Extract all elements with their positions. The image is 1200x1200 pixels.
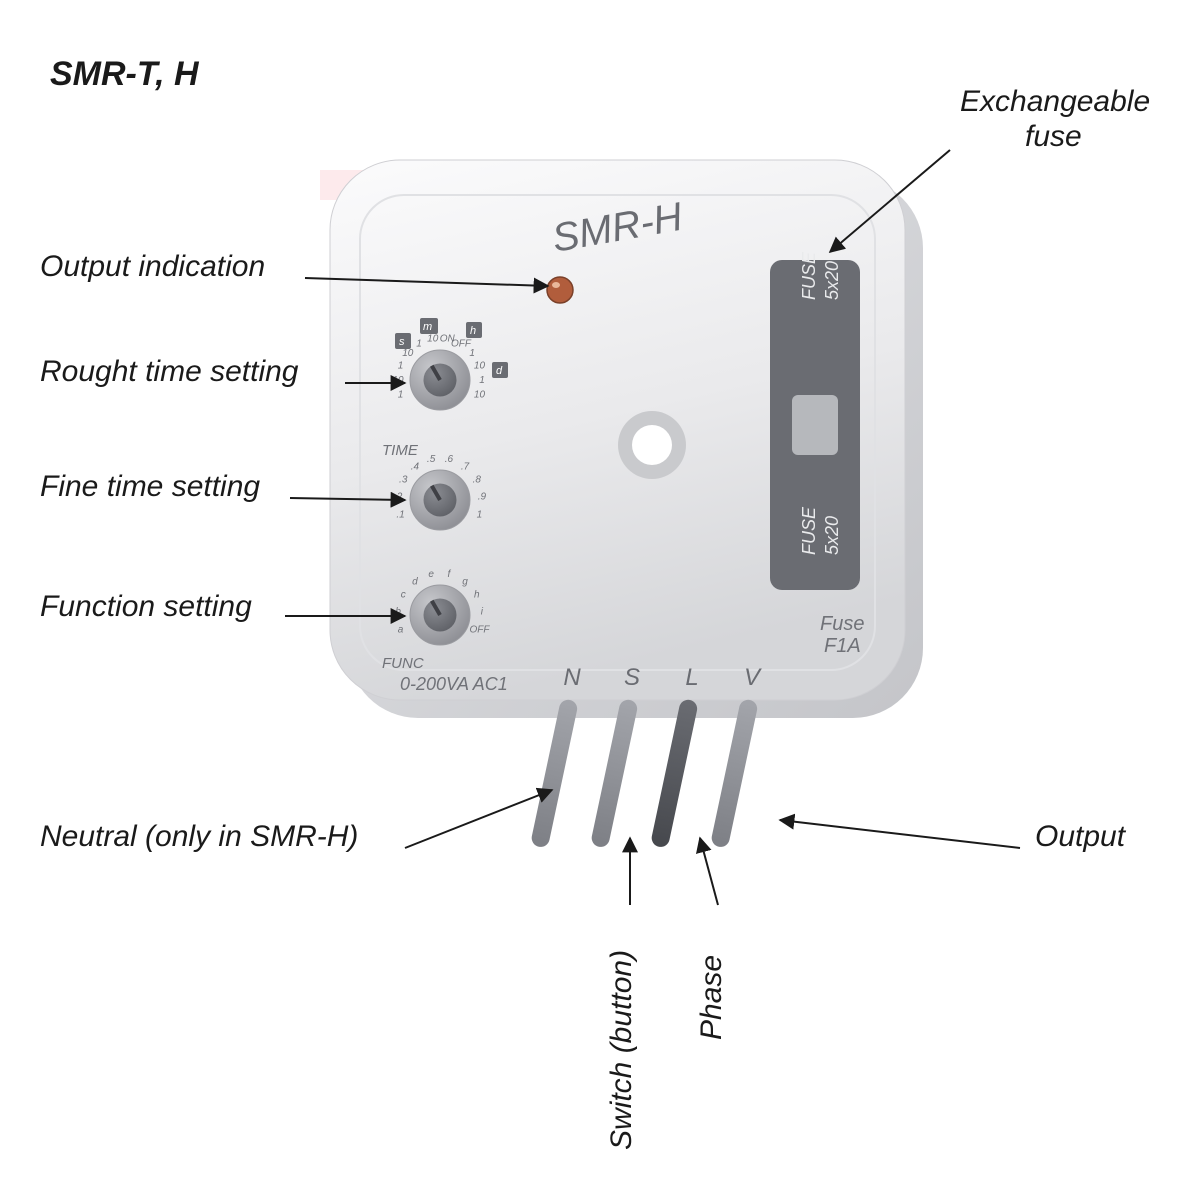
svg-text:s: s (399, 336, 405, 348)
svg-text:1: 1 (469, 348, 475, 359)
svg-text:1: 1 (398, 361, 404, 372)
terminal-wire-L (650, 698, 699, 848)
mount-hole-inner (632, 425, 672, 465)
svg-text:1: 1 (398, 389, 404, 400)
fuse-marking-line2: F1A (824, 635, 861, 657)
svg-text:10: 10 (474, 361, 486, 372)
label-fuse-line2: fuse (1025, 120, 1082, 154)
fuse-marking-line1: Fuse (820, 613, 864, 635)
label-fuse-line1: Exchangeable (960, 85, 1150, 119)
svg-text:h: h (474, 590, 480, 601)
terminal-letter-N: N (563, 664, 581, 691)
led-highlight (552, 282, 560, 288)
arrow-neutral (405, 790, 552, 848)
svg-text:d: d (412, 576, 418, 587)
svg-text:.6: .6 (445, 454, 454, 465)
svg-text:FUSE: FUSE (799, 506, 819, 555)
svg-text:10: 10 (392, 375, 404, 386)
label-function: Function setting (40, 590, 252, 624)
terminal-wire-N (530, 698, 579, 848)
svg-text:c: c (401, 590, 406, 601)
arrow-phase (700, 838, 718, 905)
svg-text:1: 1 (416, 339, 422, 350)
terminal-letter-S: S (624, 664, 640, 691)
label-func: FUNC (382, 655, 424, 672)
label-fine-time: Fine time setting (40, 470, 260, 504)
svg-text:10: 10 (402, 348, 414, 359)
svg-text:.9: .9 (478, 492, 487, 503)
svg-text:.4: .4 (411, 461, 420, 472)
terminal-letter-V: V (744, 664, 762, 691)
label-switch: Switch (button) (605, 920, 639, 1150)
svg-text:e: e (428, 569, 434, 580)
svg-text:.2: .2 (394, 492, 403, 503)
svg-text:h: h (470, 325, 476, 337)
label-time: TIME (382, 442, 419, 459)
label-phase: Phase (695, 920, 729, 1040)
svg-text:m: m (423, 321, 432, 333)
svg-text:OFF: OFF (469, 624, 490, 635)
svg-text:5x20: 5x20 (822, 516, 842, 555)
label-output: Output (1035, 820, 1125, 854)
diagram-stage: SMR-T, H (0, 0, 1200, 1200)
fuse-holder: FUSE 5x20 FUSE 5x20 (770, 251, 860, 590)
label-output-indication: Output indication (40, 250, 265, 284)
svg-text:g: g (462, 576, 468, 587)
led-indicator (547, 277, 573, 303)
terminal-wire-V (710, 698, 759, 848)
svg-text:FUSE: FUSE (799, 251, 819, 300)
svg-text:d: d (496, 365, 503, 377)
arrow-output (780, 820, 1020, 848)
svg-text:10: 10 (427, 334, 439, 345)
terminal-letter-L: L (685, 664, 698, 691)
svg-text:.8: .8 (473, 475, 482, 486)
svg-text:.3: .3 (399, 475, 408, 486)
svg-text:.1: .1 (396, 509, 404, 520)
svg-text:.7: .7 (461, 461, 470, 472)
svg-text:1: 1 (479, 375, 485, 386)
svg-text:a: a (398, 624, 404, 635)
svg-text:10: 10 (474, 389, 486, 400)
svg-text:1: 1 (477, 509, 483, 520)
svg-text:.5: .5 (427, 454, 436, 465)
rating-text: 0-200VA AC1 (400, 674, 508, 694)
terminal-wire-S (590, 698, 639, 848)
label-neutral: Neutral (only in SMR-H) (40, 820, 358, 854)
label-rough-time: Rought time setting (40, 355, 298, 389)
svg-text:5x20: 5x20 (822, 261, 842, 300)
